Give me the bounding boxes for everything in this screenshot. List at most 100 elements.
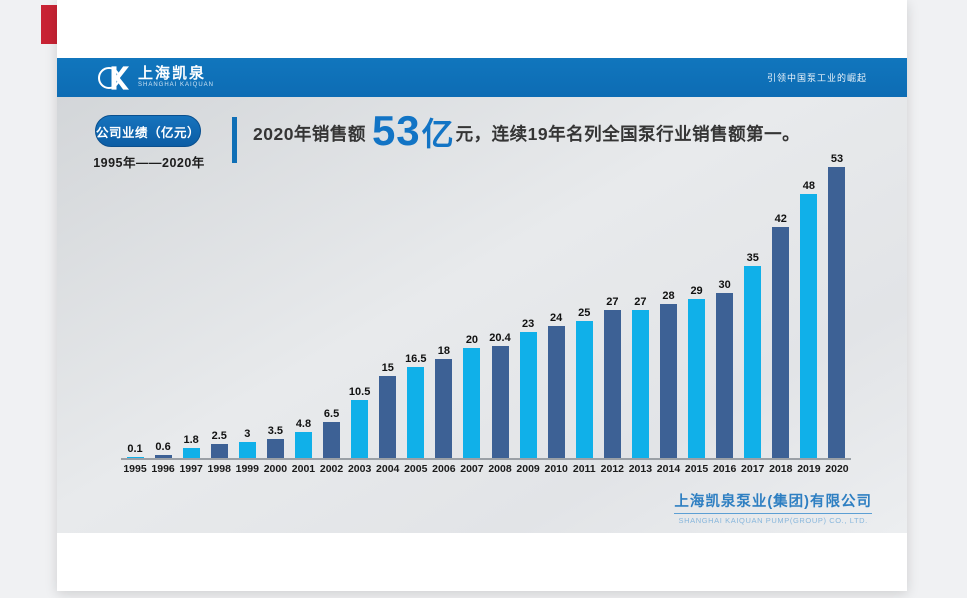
bar-group: 29 xyxy=(683,285,711,458)
bar-group: 15 xyxy=(374,361,402,458)
bar xyxy=(407,367,425,458)
bar xyxy=(351,400,369,458)
bar xyxy=(659,304,677,458)
bar-group: 10.5 xyxy=(346,386,374,458)
x-axis-tick-label: 2003 xyxy=(347,463,372,475)
bar-value-label: 48 xyxy=(802,180,815,192)
red-accent-mark xyxy=(41,5,57,44)
bar-value-label: 25 xyxy=(578,306,591,319)
bar-group: 48 xyxy=(795,180,823,458)
bar-value-label: 27 xyxy=(634,295,647,308)
bar xyxy=(435,359,453,458)
bar-group: 0.6 xyxy=(149,441,177,458)
bar-value-label: 4.8 xyxy=(295,417,312,430)
bar-group: 0.1 xyxy=(121,442,149,458)
bar xyxy=(800,194,818,458)
x-axis-tick-label: 2009 xyxy=(516,463,540,475)
x-axis-tick-label: 2005 xyxy=(404,463,428,475)
bar xyxy=(772,227,790,458)
x-axis-tick-label: 2017 xyxy=(741,463,765,475)
x-axis-tick-label: 1999 xyxy=(235,463,259,475)
bar-value-label: 0.6 xyxy=(155,440,171,453)
chart-year-range: 1995年——2020年 xyxy=(93,156,205,170)
bar xyxy=(210,444,228,458)
bar xyxy=(603,309,621,458)
bar-value-label: 1.8 xyxy=(183,434,199,447)
bar-group: 25 xyxy=(570,306,598,458)
bar-value-label: 20.4 xyxy=(489,331,511,344)
bar xyxy=(688,298,706,458)
bar-value-label: 6.5 xyxy=(323,408,340,421)
x-axis-tick-label: 2006 xyxy=(432,463,456,475)
x-axis-tick-label: 2000 xyxy=(263,463,288,475)
bar-value-label: 53 xyxy=(830,152,844,165)
bar-group: 18 xyxy=(430,345,458,458)
bar xyxy=(182,448,200,458)
bar xyxy=(716,293,734,458)
bar-value-label: 35 xyxy=(746,251,759,264)
bar-value-label: 16.5 xyxy=(405,353,427,366)
headline: 2020年销售额 53 亿 元，连续19年名列全国泵行业销售额第一。 xyxy=(253,107,800,157)
bar xyxy=(154,454,172,458)
x-axis-tick-label: 2004 xyxy=(376,463,400,475)
header-bar: 上海凯泉 SHANGHAI KAIQUAN 引领中国泵工业的崛起 xyxy=(57,58,907,97)
bar-value-label: 28 xyxy=(662,290,675,302)
x-axis-tick-label: 2019 xyxy=(797,463,821,475)
bar xyxy=(547,326,565,458)
header-slogan: 引领中国泵工业的崛起 xyxy=(766,73,867,83)
bar xyxy=(631,309,649,458)
x-axis-tick-label: 1996 xyxy=(151,463,175,475)
x-axis-tick-label: 2002 xyxy=(319,463,344,475)
bar-group: 3.5 xyxy=(261,425,289,458)
bar xyxy=(491,345,509,458)
company-name-cn: 上海凯泉泵业(集团)有限公司 xyxy=(674,490,872,514)
slide: 上海凯泉 SHANGHAI KAIQUAN 引领中国泵工业的崛起 公司业绩（亿元… xyxy=(57,0,907,591)
bar xyxy=(575,320,593,458)
bar-value-label: 18 xyxy=(437,345,450,357)
bar-value-label: 42 xyxy=(774,213,787,225)
bar-value-label: 20 xyxy=(465,334,479,346)
x-axis-tick-label: 2007 xyxy=(460,463,484,475)
bar-group: 27 xyxy=(626,295,654,458)
bar-group: 42 xyxy=(767,213,795,458)
logo: 上海凯泉 SHANGHAI KAIQUAN xyxy=(97,63,214,93)
bar-group: 2.5 xyxy=(205,430,233,458)
headline-highlight-number: 53 xyxy=(371,107,421,154)
bar-group: 30 xyxy=(711,279,739,458)
logo-name-en: SHANGHAI KAIQUAN xyxy=(138,82,215,88)
bar xyxy=(744,265,762,458)
x-axis-tick-label: 2010 xyxy=(544,463,568,475)
x-axis-tick-label: 2008 xyxy=(488,463,512,475)
bar-group: 53 xyxy=(823,152,851,458)
x-axis-tick-label: 2015 xyxy=(684,463,709,475)
bar-value-label: 24 xyxy=(550,312,563,324)
bar-group: 1.8 xyxy=(177,434,205,458)
x-axis-tick-label: 2016 xyxy=(712,463,737,475)
logo-name-cn: 上海凯泉 xyxy=(138,65,207,82)
bar-group: 20 xyxy=(458,334,486,458)
bar-group: 23 xyxy=(514,318,542,458)
bar-group: 24 xyxy=(542,312,570,458)
company-name-en: SHANGHAI KAIQUAN PUMP(GROUP) CO., LTD. xyxy=(678,516,868,525)
x-axis-tick-label: 2013 xyxy=(628,463,653,475)
bar xyxy=(294,431,312,458)
bar-chart: 0.1 0.6 1.8 2.5 3 3.5 4.8 6.5 10.5 15 16.5 18 20 20.4… xyxy=(121,148,851,460)
bar-value-label: 0.1 xyxy=(127,442,143,455)
x-axis-tick-label: 2012 xyxy=(600,463,624,475)
x-axis-tick-label: 2011 xyxy=(572,463,596,475)
kaiquan-logo-icon xyxy=(98,65,129,90)
bar-group: 28 xyxy=(654,290,682,458)
bar xyxy=(238,441,256,458)
bar xyxy=(379,375,397,458)
vertical-divider xyxy=(232,117,237,163)
headline-prefix: 2020年销售额 xyxy=(253,123,366,144)
bar-value-label: 3.5 xyxy=(267,424,284,437)
x-axis-tick-label: 2018 xyxy=(769,463,793,475)
x-axis: 1995 1996 1997 1998 1999 2000 2001 2002 2003 2004… xyxy=(121,463,851,475)
company-signature: 上海凯泉泵业(集团)有限公司 SHANGHAI KAIQUAN PUMP(GRO… xyxy=(674,490,872,525)
bar xyxy=(828,166,846,458)
headline-highlight-unit: 亿 xyxy=(421,116,454,152)
bar-value-label: 15 xyxy=(381,361,394,374)
x-axis-tick-label: 2001 xyxy=(291,463,316,475)
